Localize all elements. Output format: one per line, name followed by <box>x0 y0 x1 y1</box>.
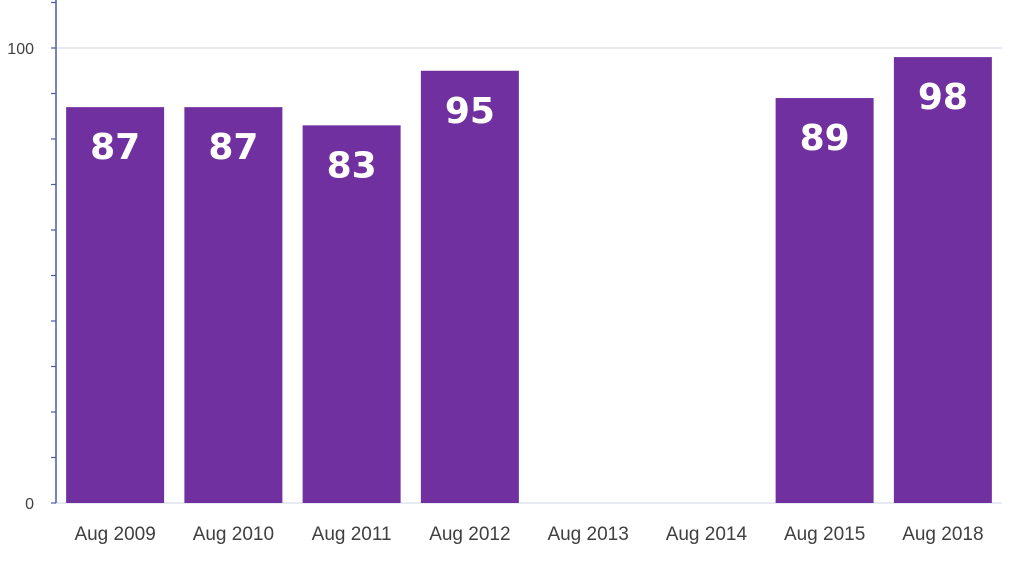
y-axis <box>51 0 57 504</box>
x-tick-label: Aug 2018 <box>902 524 983 545</box>
y-tick-label: 0 <box>25 496 34 513</box>
data-label: 98 <box>918 77 968 118</box>
x-tick-label: Aug 2015 <box>784 524 865 545</box>
x-tick-label: Aug 2011 <box>312 524 392 545</box>
bar <box>184 107 283 504</box>
bar <box>893 57 992 503</box>
bar <box>775 98 874 504</box>
x-tick-label: Aug 2013 <box>547 524 628 545</box>
bar <box>420 70 519 503</box>
x-tick-label: Aug 2009 <box>74 524 155 545</box>
x-tick-label: Aug 2012 <box>429 524 510 545</box>
x-tick-label: Aug 2010 <box>193 524 274 545</box>
bar <box>66 107 165 504</box>
data-label: 87 <box>208 127 258 168</box>
labels: 0 100 87 Aug 2009 87 Aug 2010 83 Aug 2011 95 Aug … <box>7 41 983 545</box>
x-tick-label: Aug 2014 <box>666 524 748 545</box>
data-label: 95 <box>445 91 495 132</box>
data-label: 89 <box>800 118 850 159</box>
data-label: 87 <box>90 127 140 168</box>
y-tick-label: 100 <box>7 41 34 58</box>
bar <box>302 125 401 503</box>
data-label: 83 <box>327 145 377 186</box>
bars <box>66 57 992 504</box>
